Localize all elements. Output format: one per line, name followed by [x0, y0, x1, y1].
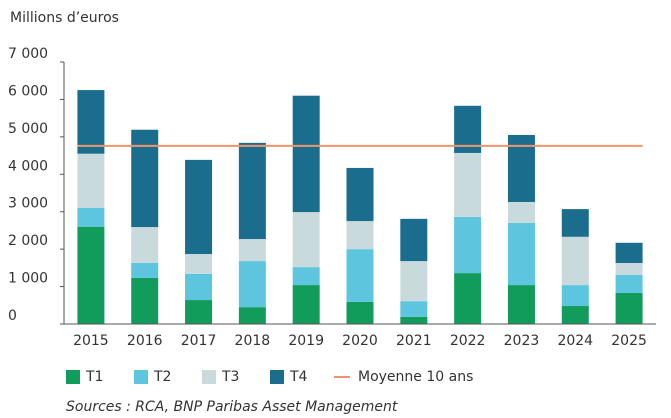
y-tick-label: 5 000: [8, 121, 48, 137]
bar-segment: [131, 227, 159, 263]
x-tick-label: 2023: [504, 333, 540, 349]
bar-segment: [185, 159, 213, 255]
bar-segment: [292, 267, 320, 286]
bar-segment: [615, 262, 643, 275]
bar-segment: [346, 167, 374, 222]
bar-segment: [77, 90, 105, 154]
bar-segment: [185, 300, 213, 324]
bar-segment: [238, 307, 266, 324]
y-tick-label: 2 000: [8, 233, 48, 249]
x-tick-label: 2024: [557, 333, 593, 349]
x-tick-label: 2018: [235, 333, 271, 349]
y-tick-label: 7 000: [8, 46, 48, 62]
y-tick-label: 6 000: [8, 83, 48, 99]
y-axis-label: Millions d’euros: [10, 10, 119, 26]
bar-segment: [615, 242, 643, 263]
bar-segment: [454, 273, 482, 324]
x-tick-label: 2017: [181, 333, 217, 349]
legend-label: T1: [85, 369, 103, 385]
legend-swatch: [270, 370, 284, 384]
y-tick-label: 0: [8, 308, 17, 324]
bar-segment: [77, 207, 105, 227]
legend-label: Moyenne 10 ans: [358, 369, 473, 385]
bar-segment: [238, 261, 266, 308]
bar-segment: [507, 285, 535, 324]
x-tick-label: 2015: [73, 333, 109, 349]
bar-segment: [131, 262, 159, 278]
bar-segment: [561, 209, 589, 237]
legend-label: T3: [221, 369, 239, 385]
bar-segment: [77, 153, 105, 208]
bar-segment: [185, 254, 213, 274]
x-tick-label: 2020: [342, 333, 378, 349]
bar-segment: [454, 216, 482, 274]
bar-segment: [561, 236, 589, 286]
legend-label: T4: [289, 369, 308, 385]
bar-segment: [238, 142, 266, 240]
bar-segment: [400, 316, 428, 324]
bar-segment: [454, 152, 482, 217]
x-tick-label: 2021: [396, 333, 432, 349]
bar-segment: [185, 273, 213, 301]
bar-segment: [238, 239, 266, 262]
bar-segment: [292, 95, 320, 213]
bar-segment: [400, 261, 428, 302]
bar-segment: [292, 212, 320, 268]
bar-segment: [346, 249, 374, 302]
bar-segment: [615, 292, 643, 324]
y-tick-label: 4 000: [8, 158, 48, 174]
legend-label: T2: [153, 369, 171, 385]
legend-swatch: [202, 370, 216, 384]
legend-swatch: [66, 370, 80, 384]
bar-segment: [507, 222, 535, 286]
bar-segment: [400, 218, 428, 262]
bar-segment: [131, 277, 159, 324]
x-tick-label: 2025: [611, 333, 647, 349]
y-tick-label: 1 000: [8, 271, 48, 287]
bar-segment: [561, 285, 589, 307]
legend-swatch: [134, 370, 148, 384]
bar-segment: [561, 306, 589, 324]
x-tick-label: 2016: [127, 333, 163, 349]
x-tick-label: 2019: [288, 333, 324, 349]
bar-segment: [615, 274, 643, 293]
y-tick-label: 3 000: [8, 196, 48, 212]
x-tick-label: 2022: [450, 333, 486, 349]
bar-segment: [346, 221, 374, 250]
source: Sources : RCA, BNP Paribas Asset Managem…: [66, 399, 398, 415]
bar-segment: [77, 226, 105, 324]
bar-segment: [400, 301, 428, 317]
bar-segment: [292, 285, 320, 324]
bar-segment: [507, 201, 535, 223]
bar-segment: [346, 301, 374, 324]
bar-segment: [131, 129, 159, 228]
